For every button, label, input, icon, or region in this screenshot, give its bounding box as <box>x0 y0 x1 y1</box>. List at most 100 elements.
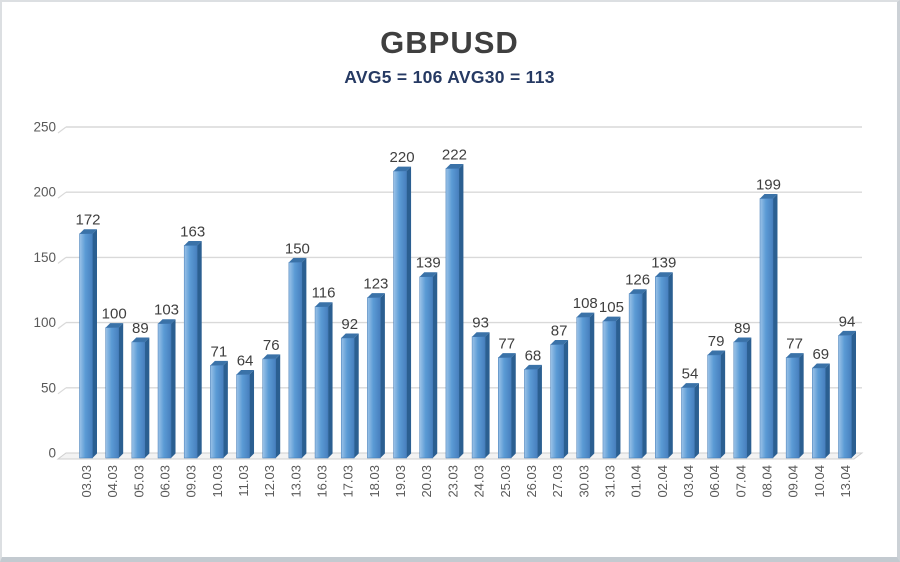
bar-value-label: 89 <box>734 320 751 337</box>
bar <box>602 320 617 459</box>
bar-value-label: 77 <box>786 336 803 353</box>
bar-side-face <box>615 316 621 458</box>
bar <box>131 341 146 459</box>
bar-side-face <box>275 354 281 458</box>
x-axis-tick-label: 11.03 <box>236 465 251 497</box>
bar <box>419 276 433 459</box>
bar <box>393 170 407 459</box>
bar-value-label: 103 <box>154 302 179 319</box>
bar-top-face <box>445 164 464 169</box>
x-axis-tick-label: 16.03 <box>315 465 330 498</box>
bar-top-face <box>681 383 699 388</box>
y-axis-tick-label: 200 <box>33 185 56 200</box>
bar-side-face <box>328 302 333 458</box>
bar-value-label: 69 <box>812 346 829 363</box>
bar <box>550 344 564 459</box>
bar-top-face <box>812 363 830 369</box>
gridline-3d-tick <box>57 256 67 264</box>
bar-side-face <box>249 370 255 458</box>
gridline-3d-tick <box>57 387 67 395</box>
bar <box>576 316 591 459</box>
bar-value-label: 108 <box>573 295 598 312</box>
bar-side-face <box>354 333 359 458</box>
bar-top-face <box>786 353 804 358</box>
bar-value-label: 79 <box>708 333 725 350</box>
bar-side-face <box>432 272 438 458</box>
bar-side-face <box>642 289 647 458</box>
bar-side-face <box>171 319 176 458</box>
gridline-3d-tick <box>57 191 67 199</box>
bar <box>628 293 643 459</box>
bar-value-label: 76 <box>263 337 280 354</box>
bar-value-label: 87 <box>551 323 568 340</box>
bar-side-face <box>118 323 124 458</box>
bar-top-face <box>184 240 202 246</box>
bar-side-face <box>563 340 569 458</box>
x-axis-tick-label: 03.03 <box>79 465 94 498</box>
bar-top-face <box>210 360 228 366</box>
x-axis-tick-label: 08.04 <box>759 465 774 498</box>
bar-side-face <box>694 383 699 458</box>
bar-value-label: 139 <box>651 255 676 272</box>
bar-top-face <box>838 330 856 336</box>
bar <box>812 367 826 459</box>
x-axis-tick-label: 09.04 <box>786 465 801 498</box>
bar-side-face <box>720 350 726 458</box>
bar-top-face <box>419 272 438 277</box>
bar <box>367 297 381 459</box>
bar <box>759 198 774 459</box>
bar-top-face <box>498 353 516 358</box>
bar <box>471 336 486 459</box>
x-axis-tick-label: 06.03 <box>158 465 173 498</box>
y-axis-tick-label: 250 <box>33 120 56 135</box>
bar <box>707 354 721 459</box>
bar-value-label: 100 <box>102 306 127 323</box>
x-axis-tick-label: 13.04 <box>838 465 853 498</box>
bar <box>288 262 303 459</box>
x-axis-tick-label: 10.03 <box>210 465 225 498</box>
y-axis-tick-label: 0 <box>48 446 56 461</box>
x-axis-tick-label: 30.03 <box>576 465 591 498</box>
bar-value-label: 92 <box>341 316 358 333</box>
bar <box>157 323 172 459</box>
bar-top-face <box>472 332 490 337</box>
bar-side-face <box>825 363 830 458</box>
bar-side-face <box>380 293 385 458</box>
x-axis-tick-label: 12.03 <box>262 465 277 498</box>
bar-top-face <box>524 364 542 370</box>
x-axis-tick-label: 19.03 <box>393 465 408 498</box>
x-axis-tick-label: 31.03 <box>602 465 617 498</box>
bar-side-face <box>144 337 150 458</box>
bar-top-face <box>236 370 255 375</box>
bar <box>445 168 460 459</box>
bar <box>681 387 695 459</box>
bar-top-face <box>393 166 412 172</box>
x-axis-tick-label: 10.04 <box>812 465 827 498</box>
bar-value-label: 116 <box>312 285 336 302</box>
bar <box>340 337 355 459</box>
x-axis-tick-label: 25.03 <box>498 465 513 498</box>
bar <box>236 374 250 459</box>
bar-top-face <box>655 272 673 277</box>
bar-top-face <box>315 302 333 307</box>
bar-top-face <box>550 340 569 345</box>
bar-side-face <box>92 229 97 458</box>
bar-side-face <box>301 257 307 458</box>
x-axis-tick-label: 07.04 <box>733 465 748 498</box>
gridline-3d-tick <box>57 322 67 330</box>
x-axis-tick-label: 26.03 <box>524 465 539 498</box>
x-axis-tick-label: 06.04 <box>707 465 722 498</box>
x-axis-tick-label: 05.03 <box>131 465 146 498</box>
bar-value-label: 126 <box>625 272 650 289</box>
bar-top-face <box>367 293 385 298</box>
bar-side-face <box>668 272 673 458</box>
bar-top-face <box>131 337 150 342</box>
bar <box>838 335 852 459</box>
bar-value-label: 77 <box>498 336 515 353</box>
x-axis-tick-label: 23.03 <box>445 465 460 498</box>
bar-top-face <box>262 354 281 359</box>
bar-value-label: 220 <box>390 149 415 166</box>
x-axis-tick-label: 01.04 <box>629 465 644 498</box>
